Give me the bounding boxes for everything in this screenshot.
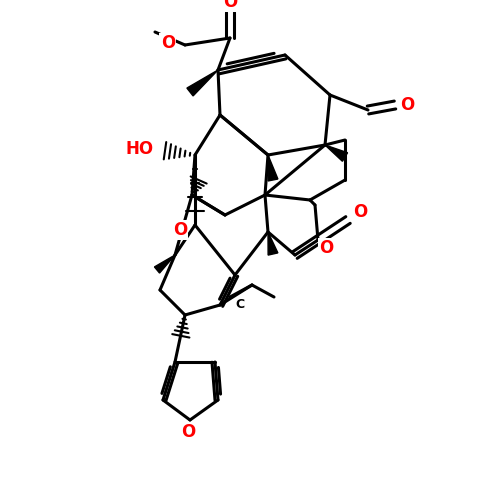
Polygon shape — [154, 255, 175, 273]
Polygon shape — [268, 232, 278, 255]
Text: O: O — [173, 221, 187, 239]
Text: C: C — [236, 298, 244, 312]
Text: O: O — [223, 0, 237, 11]
Text: O: O — [161, 34, 175, 52]
Text: HO: HO — [126, 140, 154, 158]
Text: O: O — [353, 203, 367, 221]
Polygon shape — [268, 155, 278, 181]
Polygon shape — [187, 70, 218, 96]
Text: O: O — [400, 96, 414, 114]
Polygon shape — [325, 145, 347, 162]
Text: O: O — [181, 423, 195, 441]
Text: O: O — [319, 239, 333, 257]
